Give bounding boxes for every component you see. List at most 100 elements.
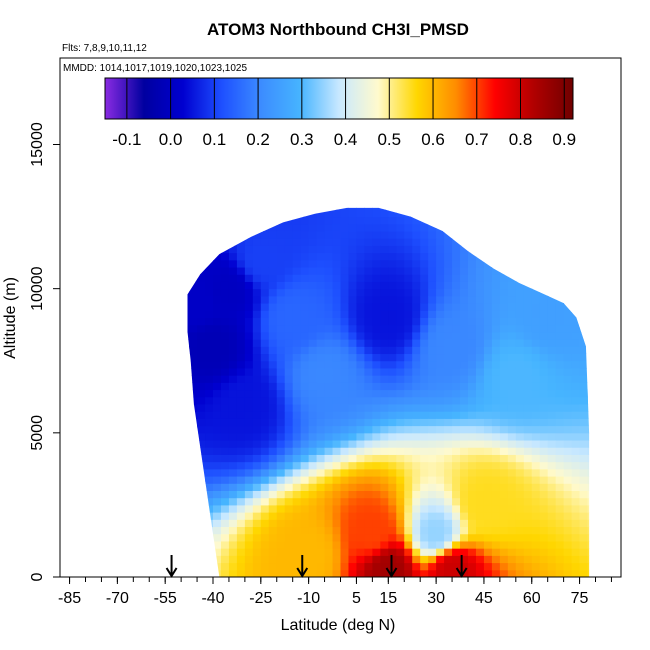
heatmap-cell: [252, 540, 262, 549]
heatmap-cell: [499, 295, 509, 304]
heatmap-cell: [324, 432, 334, 441]
heatmap-cell: [276, 526, 286, 535]
heatmap-cell: [220, 533, 230, 542]
heatmap-cell: [515, 468, 525, 477]
heatmap-cell: [571, 281, 581, 290]
heatmap-cell: [308, 533, 318, 542]
heatmap-cell: [388, 497, 397, 506]
heatmap-cell: [236, 274, 246, 282]
heatmap-cell: [292, 440, 302, 448]
heatmap-cell: [187, 483, 190, 491]
heatmap-cell: [276, 461, 286, 470]
heatmap-cell: [420, 504, 429, 513]
heatmap-cell: [507, 209, 517, 218]
heatmap-cell: [316, 223, 326, 232]
heatmap-cell: [340, 295, 349, 304]
heatmap-cell: [507, 519, 517, 528]
heatmap-cell: [523, 569, 533, 577]
colorbar-tick-label: 0.0: [159, 130, 183, 149]
heatmap-cell: [301, 195, 309, 203]
heatmap-cell: [236, 418, 246, 427]
heatmap-cell: [412, 375, 421, 383]
heatmap-cell: [372, 569, 381, 577]
heatmap-cell: [579, 454, 589, 463]
heatmap-cell: [372, 454, 381, 463]
heatmap-cell: [332, 425, 341, 434]
heatmap-cell: [197, 367, 206, 376]
heatmap-cell: [364, 267, 373, 275]
heatmap-cell: [507, 569, 517, 577]
heatmap-cell: [555, 360, 565, 369]
heatmap-cell: [364, 216, 373, 225]
heatmap-cell: [572, 195, 580, 203]
heatmap-cell: [515, 389, 525, 398]
heatmap-cell: [507, 375, 517, 383]
heatmap-cell: [197, 317, 206, 326]
heatmap-cell: [507, 216, 517, 225]
heatmap-cell: [563, 569, 573, 577]
heatmap-cell: [515, 252, 525, 261]
heatmap-cell: [340, 548, 349, 556]
heatmap-cell: [187, 207, 190, 210]
heatmap-cell: [333, 181, 341, 189]
heatmap-cell: [404, 569, 413, 577]
heatmap-cell: [276, 245, 286, 254]
heatmap-cell: [372, 519, 381, 528]
colorbar-tick-label: 0.5: [377, 130, 401, 149]
heatmap-cell: [205, 454, 214, 463]
heatmap-cell: [412, 461, 421, 470]
heatmap-cell: [531, 468, 541, 477]
heatmap-cell: [364, 331, 373, 340]
heatmap-cell: [388, 367, 397, 376]
heatmap-cell: [268, 223, 278, 232]
heatmap-cell: [380, 540, 389, 549]
heatmap-cell: [197, 382, 206, 391]
heatmap-cell: [475, 519, 485, 528]
heatmap-cell: [444, 555, 453, 564]
heatmap-cell: [268, 483, 278, 491]
heatmap-cell: [475, 274, 485, 282]
heatmap-cell: [332, 432, 341, 441]
heatmap-cell: [228, 353, 238, 362]
heatmap-cell: [571, 425, 581, 434]
heatmap-cell: [213, 274, 222, 282]
heatmap-cell: [499, 504, 509, 513]
heatmap-cell: [292, 432, 302, 441]
colorbar-tick-label: 0.6: [421, 130, 445, 149]
heatmap-cell: [420, 569, 429, 577]
heatmap-cell: [380, 497, 389, 506]
heatmap-cell: [292, 389, 302, 398]
heatmap-cell: [292, 259, 302, 268]
heatmap-cell: [292, 461, 302, 470]
heatmap-cell: [515, 259, 525, 268]
heatmap-cell: [571, 454, 581, 463]
heatmap-cell: [340, 317, 349, 326]
heatmap-cell: [213, 238, 222, 246]
heatmap-cell: [244, 432, 254, 441]
heatmap-cell: [555, 512, 565, 520]
heatmap-cell: [340, 259, 349, 268]
heatmap-cell: [587, 231, 590, 239]
heatmap-cell: [356, 548, 365, 556]
heatmap-cell: [213, 490, 222, 499]
heatmap-cell: [308, 252, 318, 261]
heatmap-cell: [579, 324, 589, 333]
heatmap-cell: [531, 274, 541, 282]
heatmap-cell: [284, 497, 294, 506]
heatmap-cell: [356, 540, 365, 549]
heatmap-cell: [475, 476, 485, 484]
heatmap-cell: [444, 288, 453, 297]
heatmap-cell: [356, 468, 365, 477]
heatmap-cell: [483, 555, 493, 564]
heatmap-cell: [499, 216, 509, 225]
heatmap-cell: [460, 440, 469, 448]
heatmap-cell: [531, 223, 541, 232]
heatmap-cell: [507, 490, 517, 499]
heatmap-cell: [483, 274, 493, 282]
heatmap-cell: [244, 324, 254, 333]
heatmap-cell: [269, 188, 277, 196]
heatmap-cell: [523, 540, 533, 549]
heatmap-cell: [292, 207, 302, 210]
heatmap-cell: [483, 207, 493, 210]
heatmap-cell: [596, 491, 604, 499]
